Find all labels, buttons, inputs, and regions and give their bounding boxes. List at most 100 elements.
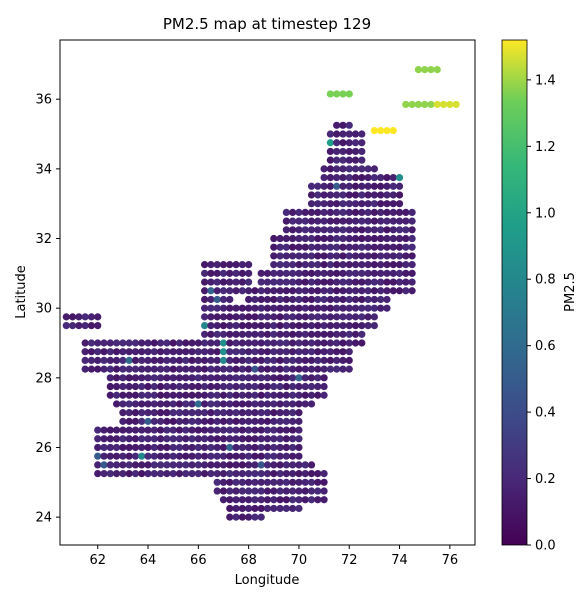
data-point-444 <box>314 339 322 347</box>
data-point-918 <box>295 452 303 460</box>
data-point-812 <box>226 417 234 425</box>
data-point-1001 <box>169 470 177 478</box>
data-point-53 <box>370 165 378 173</box>
data-point-993 <box>119 470 127 478</box>
data-point-1146 <box>94 321 102 330</box>
data-point-936 <box>201 443 209 452</box>
data-point-461 <box>257 330 265 338</box>
data-point-644 <box>201 391 209 399</box>
data-point-205 <box>295 261 303 269</box>
data-point-587 <box>207 348 215 356</box>
data-point-811 <box>219 417 228 425</box>
data-point-539 <box>175 356 184 365</box>
data-point-502 <box>213 365 221 373</box>
data-point-766 <box>119 426 127 434</box>
data-point-695 <box>301 382 309 391</box>
data-point-799 <box>144 417 152 425</box>
data-point-321 <box>408 278 416 286</box>
data-point-1168 <box>446 100 454 109</box>
colorbar-tick-label: 0.4 <box>535 406 556 421</box>
data-point-131 <box>289 226 297 234</box>
data-point-247 <box>270 243 278 251</box>
data-point-997 <box>144 470 152 478</box>
data-point-537 <box>163 356 171 365</box>
data-point-310 <box>339 278 347 286</box>
data-point-559 <box>301 356 309 365</box>
data-point-650 <box>238 391 246 399</box>
data-point-324 <box>245 304 253 312</box>
data-point-505 <box>232 365 240 373</box>
data-point-237 <box>351 252 360 260</box>
data-point-271 <box>276 234 284 243</box>
data-point-865 <box>169 461 177 469</box>
data-point-585 <box>194 348 202 356</box>
data-point-859 <box>131 461 140 469</box>
data-point-408 <box>289 313 297 321</box>
data-point-132 <box>295 226 303 234</box>
data-point-1023 <box>307 470 316 478</box>
data-point-866 <box>175 461 184 469</box>
data-point-1115 <box>232 287 240 295</box>
data-point-827 <box>138 409 146 417</box>
data-point-1038 <box>289 487 297 495</box>
data-point-390 <box>333 321 341 330</box>
data-point-860 <box>138 461 146 469</box>
data-point-746 <box>188 400 196 408</box>
data-point-612 <box>94 339 102 347</box>
data-point-534 <box>144 356 152 365</box>
data-point-243 <box>389 252 397 260</box>
data-point-887 <box>100 452 108 460</box>
data-point-18 <box>326 147 334 156</box>
data-point-971 <box>213 435 221 443</box>
data-point-1005 <box>194 470 202 478</box>
data-point-540 <box>182 356 190 365</box>
data-point-151 <box>282 217 290 225</box>
data-point-1084 <box>251 504 259 513</box>
data-point-1145 <box>87 321 96 330</box>
data-point-300 <box>276 278 284 286</box>
data-point-904 <box>207 452 215 460</box>
data-point-868 <box>188 461 196 469</box>
data-point-663 <box>320 391 328 399</box>
data-point-195 <box>377 269 385 277</box>
y-tick-label: 34 <box>35 162 52 177</box>
data-point-479 <box>207 321 215 330</box>
data-point-666 <box>119 382 127 391</box>
data-point-50 <box>370 173 378 182</box>
data-point-818 <box>263 417 272 425</box>
data-point-92 <box>307 191 316 199</box>
data-point-878 <box>251 461 259 469</box>
data-point-523 <box>345 365 353 373</box>
data-point-134 <box>307 226 316 234</box>
data-point-888 <box>106 452 114 460</box>
data-point-977 <box>251 435 259 443</box>
data-point-624 <box>169 339 177 347</box>
data-point-1019 <box>282 470 290 478</box>
colorbar-tick-label: 1.0 <box>535 206 556 221</box>
data-point-837 <box>201 409 209 417</box>
data-point-1078 <box>307 496 316 504</box>
data-point-1018 <box>276 470 284 478</box>
data-point-940 <box>226 443 234 452</box>
data-point-60 <box>389 173 397 182</box>
data-point-427 <box>207 339 215 347</box>
data-point-891 <box>125 452 133 460</box>
data-point-308 <box>326 278 334 286</box>
data-point-1010 <box>226 470 234 478</box>
y-axis-ticks: 24 26 28 30 32 34 36 <box>35 93 60 526</box>
data-point-110 <box>289 234 297 243</box>
data-point-255 <box>320 243 328 251</box>
data-point-214 <box>351 261 360 269</box>
data-point-383 <box>289 321 297 330</box>
data-point-529 <box>112 356 121 365</box>
data-point-584 <box>188 348 196 356</box>
data-point-869 <box>194 461 202 469</box>
data-point-470 <box>314 330 322 338</box>
data-point-919 <box>94 443 102 452</box>
data-point-1016 <box>263 470 272 478</box>
data-point-817 <box>257 417 265 425</box>
data-point-265 <box>383 243 391 251</box>
data-point-862 <box>150 461 158 469</box>
data-point-435 <box>257 339 265 347</box>
data-point-301 <box>282 278 290 286</box>
